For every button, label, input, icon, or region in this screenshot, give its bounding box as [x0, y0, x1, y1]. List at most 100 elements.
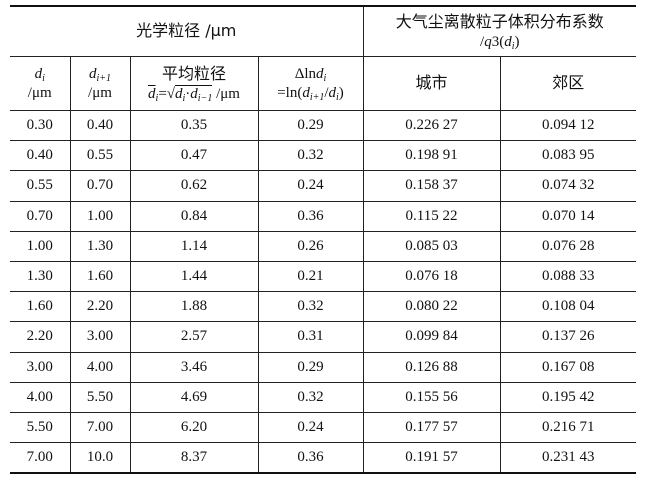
table-cell: 0.158 37: [362, 170, 501, 202]
table-cell: 0.36: [257, 200, 364, 232]
table-row: 1.30 1.60 1.44 0.21 0.076 18 0.088 33: [10, 260, 637, 293]
header-text: i−1: [197, 92, 213, 104]
table-cell: 0.099 84: [362, 321, 501, 353]
table-cell: 0.076 18: [362, 260, 501, 293]
header-text: i+1: [309, 91, 325, 103]
table-cell: 3.00: [10, 351, 71, 383]
table-cell: 0.080 22: [362, 291, 501, 323]
header-text: Δln: [294, 65, 317, 82]
header-text: /μm: [212, 85, 240, 102]
table-cell: 4.00: [69, 351, 131, 383]
header-text: /: [480, 33, 485, 50]
table-row: 3.00 4.00 3.46 0.29 0.126 88 0.167 08: [10, 351, 637, 383]
table-cell: 1.00: [10, 230, 71, 262]
table-cell: 0.088 33: [499, 260, 637, 293]
table-cell: 0.32: [257, 381, 364, 413]
header-text: 平均粒径: [161, 63, 226, 83]
header-text: 大气尘离散粒子体积分布系数: [395, 11, 604, 31]
table-cell: 0.231 43: [499, 442, 637, 475]
table-cell: 0.195 42: [499, 381, 637, 413]
table-cell: 0.29: [257, 109, 364, 142]
header-text: ): [514, 33, 520, 50]
header-cell: 大气尘离散粒子体积分布系数 /q3(di): [362, 5, 637, 57]
table-cell: 0.30: [10, 109, 71, 142]
header-text: /μm: [27, 84, 52, 101]
table-row: 0.70 1.00 0.84 0.36 0.115 22 0.070 14: [10, 200, 637, 232]
data-table: 光学粒径 /μm 大气尘离散粒子体积分布系数 /q3(di) di/μm di+…: [10, 5, 637, 475]
header-cell: 城市: [362, 56, 501, 111]
table-cell: 0.31: [257, 321, 364, 353]
table-cell: 0.21: [257, 260, 364, 293]
header-text: d: [148, 85, 156, 102]
table-cell: 0.216 71: [499, 411, 637, 444]
header-text: 城市: [415, 73, 448, 92]
table-cell: 7.00: [69, 411, 131, 444]
table-cell: 0.24: [257, 170, 364, 202]
header-text: i+1: [96, 72, 112, 84]
header-cell: 郊区: [499, 56, 637, 111]
header-text: ): [338, 84, 344, 101]
header-text: d: [175, 85, 183, 102]
header-text: =: [158, 85, 167, 102]
table-cell: 0.47: [129, 140, 259, 172]
table-row: 1.60 2.20 1.88 0.32 0.080 22 0.108 04: [10, 291, 637, 323]
table-cell: 4.00: [10, 381, 71, 413]
table-cell: 5.50: [10, 411, 71, 444]
table-row: 0.40 0.55 0.47 0.32 0.198 91 0.083 95: [10, 140, 637, 172]
header-text: 郊区: [552, 73, 585, 92]
table-cell: 0.198 91: [362, 140, 501, 172]
table-cell: 2.20: [10, 321, 71, 353]
table-cell: 7.00: [10, 442, 71, 475]
table-cell: 2.57: [129, 321, 259, 353]
table-cell: 0.155 56: [362, 381, 501, 413]
table-cell: 0.40: [69, 109, 131, 142]
table-row: 4.00 5.50 4.69 0.32 0.155 56 0.195 42: [10, 381, 637, 413]
header-cell: di+1/μm: [69, 56, 131, 111]
table-cell: 8.37: [129, 442, 259, 475]
header-text: ·: [185, 85, 191, 102]
table-cell: 0.32: [257, 140, 364, 172]
header-text: i: [155, 92, 159, 104]
table-cell: 0.076 28: [499, 230, 637, 262]
table-cell: 0.083 95: [499, 140, 637, 172]
table-cell: 0.177 57: [362, 411, 501, 444]
table-cell: 0.84: [129, 200, 259, 232]
table-row: 0.55 0.70 0.62 0.24 0.158 37 0.074 32: [10, 170, 637, 202]
table-cell: 5.50: [69, 381, 131, 413]
header-text: i: [42, 72, 45, 84]
table-cell: 10.0: [69, 442, 131, 475]
table-cell: 0.55: [69, 140, 131, 172]
header-text: i: [323, 72, 327, 84]
table-cell: 0.26: [257, 230, 364, 262]
table-cell: 4.69: [129, 381, 259, 413]
table-cell: 1.60: [10, 291, 71, 323]
header-text: d: [316, 65, 324, 82]
header-row: 光学粒径 /μm 大气尘离散粒子体积分布系数 /q3(di): [10, 5, 637, 57]
table-cell: 3.46: [129, 351, 259, 383]
table-row: 7.00 10.0 8.37 0.36 0.191 57 0.231 43: [10, 442, 637, 475]
header-cell: 光学粒径 /μm: [10, 5, 364, 57]
header-text: d: [328, 84, 337, 101]
table-cell: 0.55: [10, 170, 71, 202]
header-text: i: [511, 40, 515, 52]
header-text: =ln(: [277, 84, 303, 101]
header-text: 光学粒径 /μm: [136, 21, 237, 40]
table-cell: 1.30: [69, 230, 131, 262]
table-cell: 0.137 26: [499, 321, 637, 353]
table-cell: 0.70: [10, 200, 71, 232]
table-cell: 0.191 57: [362, 442, 501, 475]
table-cell: 1.88: [129, 291, 259, 323]
table-cell: 1.60: [69, 260, 131, 293]
table-row: 2.20 3.00 2.57 0.31 0.099 84 0.137 26: [10, 321, 637, 353]
table-cell: 0.226 27: [362, 109, 501, 142]
header-text: i: [182, 92, 186, 104]
header-text: d: [504, 33, 512, 50]
header-text: d: [302, 84, 310, 101]
header-cell: 平均粒径 di=√di·di−1 /μm: [129, 56, 259, 111]
table-cell: 0.29: [257, 351, 364, 383]
header-text: /: [324, 84, 329, 101]
table-cell: 0.35: [129, 109, 259, 142]
table-cell: 1.30: [10, 260, 71, 293]
header-text: d: [88, 65, 97, 82]
